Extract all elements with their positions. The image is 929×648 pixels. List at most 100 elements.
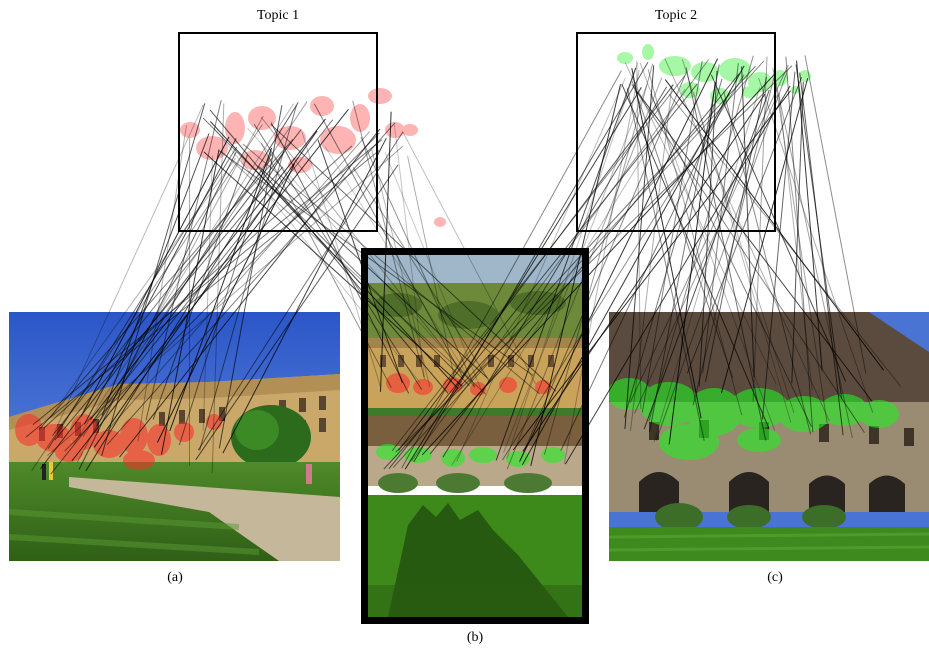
link-line xyxy=(758,77,874,413)
link-line xyxy=(563,69,640,464)
link-line xyxy=(96,102,299,427)
topic2-link-lines xyxy=(383,55,902,470)
link-line xyxy=(519,58,719,462)
link-line xyxy=(621,83,770,429)
link-line xyxy=(218,105,283,449)
link-line xyxy=(502,74,745,461)
topic2-title: Topic 2 xyxy=(654,8,698,23)
link-line xyxy=(209,121,459,389)
link-line xyxy=(352,167,491,382)
link-line xyxy=(518,71,688,463)
link-line xyxy=(648,55,754,422)
link-line xyxy=(442,86,668,458)
link-line xyxy=(39,129,302,470)
topic2-box xyxy=(576,32,776,232)
link-line xyxy=(85,151,285,472)
link-line xyxy=(52,157,273,437)
link-line xyxy=(38,138,294,430)
link-line xyxy=(392,60,765,468)
link-line xyxy=(178,152,272,446)
caption-a: (a) xyxy=(167,570,183,585)
link-line xyxy=(260,142,392,388)
link-line xyxy=(668,93,902,387)
topic2-blobs-b xyxy=(376,444,565,467)
link-line xyxy=(32,139,383,426)
link-line xyxy=(512,90,791,451)
link-line xyxy=(78,151,237,470)
link-line xyxy=(270,123,557,392)
link-line xyxy=(222,137,387,454)
link-line xyxy=(705,76,767,382)
link-line xyxy=(624,62,777,385)
link-line xyxy=(391,75,686,452)
link-line xyxy=(681,59,795,414)
link-line xyxy=(503,84,648,453)
link-line xyxy=(451,88,686,466)
link-line xyxy=(220,150,487,395)
link-line xyxy=(380,111,392,392)
link-line xyxy=(752,56,768,402)
link-line xyxy=(530,84,621,467)
link-line xyxy=(213,127,421,384)
link-line xyxy=(506,62,639,459)
link-line xyxy=(685,67,767,441)
link-line xyxy=(799,72,844,436)
link-line xyxy=(398,84,674,451)
link-line xyxy=(101,133,210,416)
link-line xyxy=(560,89,731,451)
link-line xyxy=(301,131,382,388)
photo-b-frame xyxy=(361,248,589,624)
link-line xyxy=(778,93,813,391)
link-line xyxy=(543,63,654,455)
link-line xyxy=(253,123,423,390)
link-line xyxy=(686,77,802,374)
link-line xyxy=(702,63,739,374)
link-line xyxy=(402,131,536,385)
link-line xyxy=(202,155,213,431)
link-line xyxy=(710,74,847,382)
link-line xyxy=(260,116,475,387)
link-line xyxy=(395,65,793,453)
link-line xyxy=(50,119,334,475)
photo-a-scene xyxy=(9,312,340,561)
link-line xyxy=(775,82,828,424)
link-line xyxy=(741,66,755,378)
link-line xyxy=(317,139,403,383)
link-line xyxy=(401,70,622,469)
topic1-title: Topic 1 xyxy=(256,8,300,23)
link-line xyxy=(199,105,297,451)
link-line xyxy=(624,65,655,430)
link-line xyxy=(384,152,484,394)
link-line xyxy=(258,166,488,379)
link-line xyxy=(641,61,703,413)
link-line xyxy=(64,132,380,452)
link-line xyxy=(93,130,318,448)
link-line xyxy=(653,87,761,443)
link-line xyxy=(411,59,710,462)
link-line xyxy=(47,145,404,456)
link-line xyxy=(90,118,326,420)
link-line xyxy=(795,64,843,399)
link-line xyxy=(83,138,237,425)
link-line xyxy=(209,109,449,394)
link-line xyxy=(71,108,349,462)
link-line xyxy=(76,115,264,463)
link-line xyxy=(393,124,426,380)
link-line xyxy=(383,65,756,470)
link-line xyxy=(495,67,637,461)
link-line xyxy=(352,100,425,378)
link-line xyxy=(631,84,865,433)
link-line xyxy=(629,64,789,403)
link-line xyxy=(25,150,380,438)
link-line xyxy=(692,77,775,406)
link-line xyxy=(649,64,720,433)
link-line xyxy=(247,127,473,382)
link-line xyxy=(456,77,626,462)
link-line xyxy=(785,56,814,433)
link-line xyxy=(80,136,230,417)
link-line xyxy=(119,128,381,458)
link-line xyxy=(664,58,830,422)
link-line xyxy=(761,71,796,420)
link-line xyxy=(106,131,370,432)
